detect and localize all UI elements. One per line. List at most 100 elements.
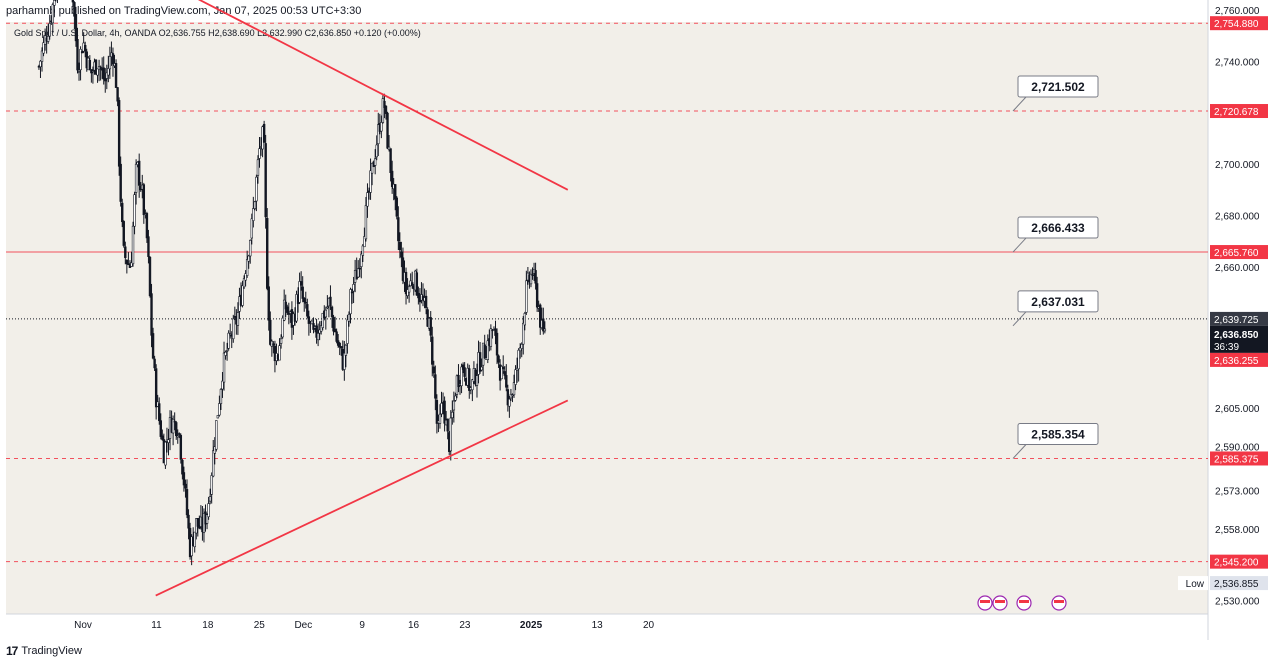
candle	[299, 281, 303, 286]
candle	[210, 475, 213, 495]
candle	[216, 415, 220, 419]
candle	[281, 317, 284, 338]
callout-pointer	[1012, 237, 1027, 253]
candle	[307, 316, 311, 324]
candle	[253, 201, 257, 209]
current-price-tag	[1210, 325, 1268, 353]
x-tick-label: 11	[151, 620, 162, 631]
candle	[244, 273, 247, 281]
candle	[363, 236, 366, 248]
candle	[319, 325, 323, 332]
candle	[432, 366, 435, 374]
publisher-line: parhamnb published on TradingView.com, J…	[6, 5, 362, 17]
candle	[286, 306, 289, 313]
time-axis[interactable]	[6, 614, 1208, 640]
candle	[535, 283, 539, 308]
candle	[105, 72, 108, 79]
candle	[249, 240, 252, 257]
candle	[443, 400, 446, 424]
candle	[279, 338, 283, 344]
candle	[208, 496, 212, 502]
candle	[303, 297, 306, 303]
candle	[377, 124, 380, 145]
candle	[512, 382, 516, 396]
candle	[134, 163, 138, 193]
candle	[452, 400, 456, 411]
candle	[340, 346, 343, 349]
chart-footer: 17 TradingView	[0, 640, 1280, 665]
candle	[96, 68, 99, 76]
candle	[232, 318, 235, 340]
level-price-tag	[1210, 554, 1268, 569]
candle	[252, 208, 255, 221]
candle	[364, 205, 368, 240]
us-flag-icon-stripe	[1054, 600, 1064, 603]
candle	[451, 411, 454, 418]
candle	[250, 218, 253, 239]
candle	[407, 286, 411, 293]
candle	[147, 236, 150, 257]
candle	[94, 59, 98, 75]
candle	[262, 123, 266, 143]
candle	[542, 318, 545, 332]
candle	[42, 42, 45, 54]
candle	[424, 295, 428, 308]
callout-box[interactable]	[1017, 75, 1099, 98]
candle	[520, 343, 523, 349]
candle	[401, 257, 405, 281]
bar-countdown: 36:39	[1214, 342, 1239, 353]
candle	[394, 184, 397, 200]
trendline-upper-resistance[interactable]	[55, 0, 569, 191]
price-tag-upper	[1210, 311, 1268, 326]
candle	[347, 314, 351, 322]
x-tick-label: 2025	[520, 620, 543, 631]
candle	[225, 350, 229, 352]
candle	[497, 355, 500, 363]
candle	[125, 259, 129, 265]
candle	[151, 333, 155, 359]
candle	[258, 148, 261, 159]
callout-box[interactable]	[1017, 422, 1099, 445]
candle	[133, 194, 136, 227]
y-tick-label: 2,573.000	[1215, 486, 1260, 497]
candle	[478, 352, 482, 372]
trendline-lower-support[interactable]	[155, 399, 569, 597]
candle	[415, 272, 419, 296]
callout-box[interactable]	[1017, 290, 1099, 313]
level-price-label: 2,585.375	[1214, 454, 1259, 465]
candle	[79, 48, 82, 71]
candle	[219, 389, 223, 404]
candle	[228, 333, 232, 336]
candle	[99, 66, 102, 70]
candle	[369, 170, 372, 193]
candle	[373, 158, 377, 166]
candle	[483, 344, 486, 359]
candle	[145, 213, 149, 239]
candle	[304, 301, 307, 304]
candle	[196, 518, 200, 527]
candle	[48, 23, 51, 37]
candle	[429, 317, 432, 336]
candle	[310, 320, 314, 325]
y-tick-label: 2,660.000	[1215, 263, 1260, 274]
candle	[73, 2, 76, 17]
level-price-tag	[1210, 451, 1268, 466]
candle	[245, 259, 249, 276]
level-price-label: 2,545.200	[1214, 558, 1259, 569]
candle	[301, 286, 304, 299]
candle	[207, 503, 210, 518]
candle	[332, 317, 335, 332]
tradingview-logo[interactable]: 17 TradingView	[6, 644, 82, 658]
candle	[461, 364, 465, 370]
us-flag-icon-stripe	[995, 600, 1005, 603]
candle	[193, 531, 196, 548]
candle	[446, 418, 449, 432]
callout-box[interactable]	[1017, 216, 1099, 239]
candle	[486, 340, 489, 360]
candle	[449, 417, 452, 452]
candle	[489, 328, 493, 347]
candle	[164, 441, 167, 466]
candle	[514, 369, 517, 385]
candle	[511, 394, 514, 397]
